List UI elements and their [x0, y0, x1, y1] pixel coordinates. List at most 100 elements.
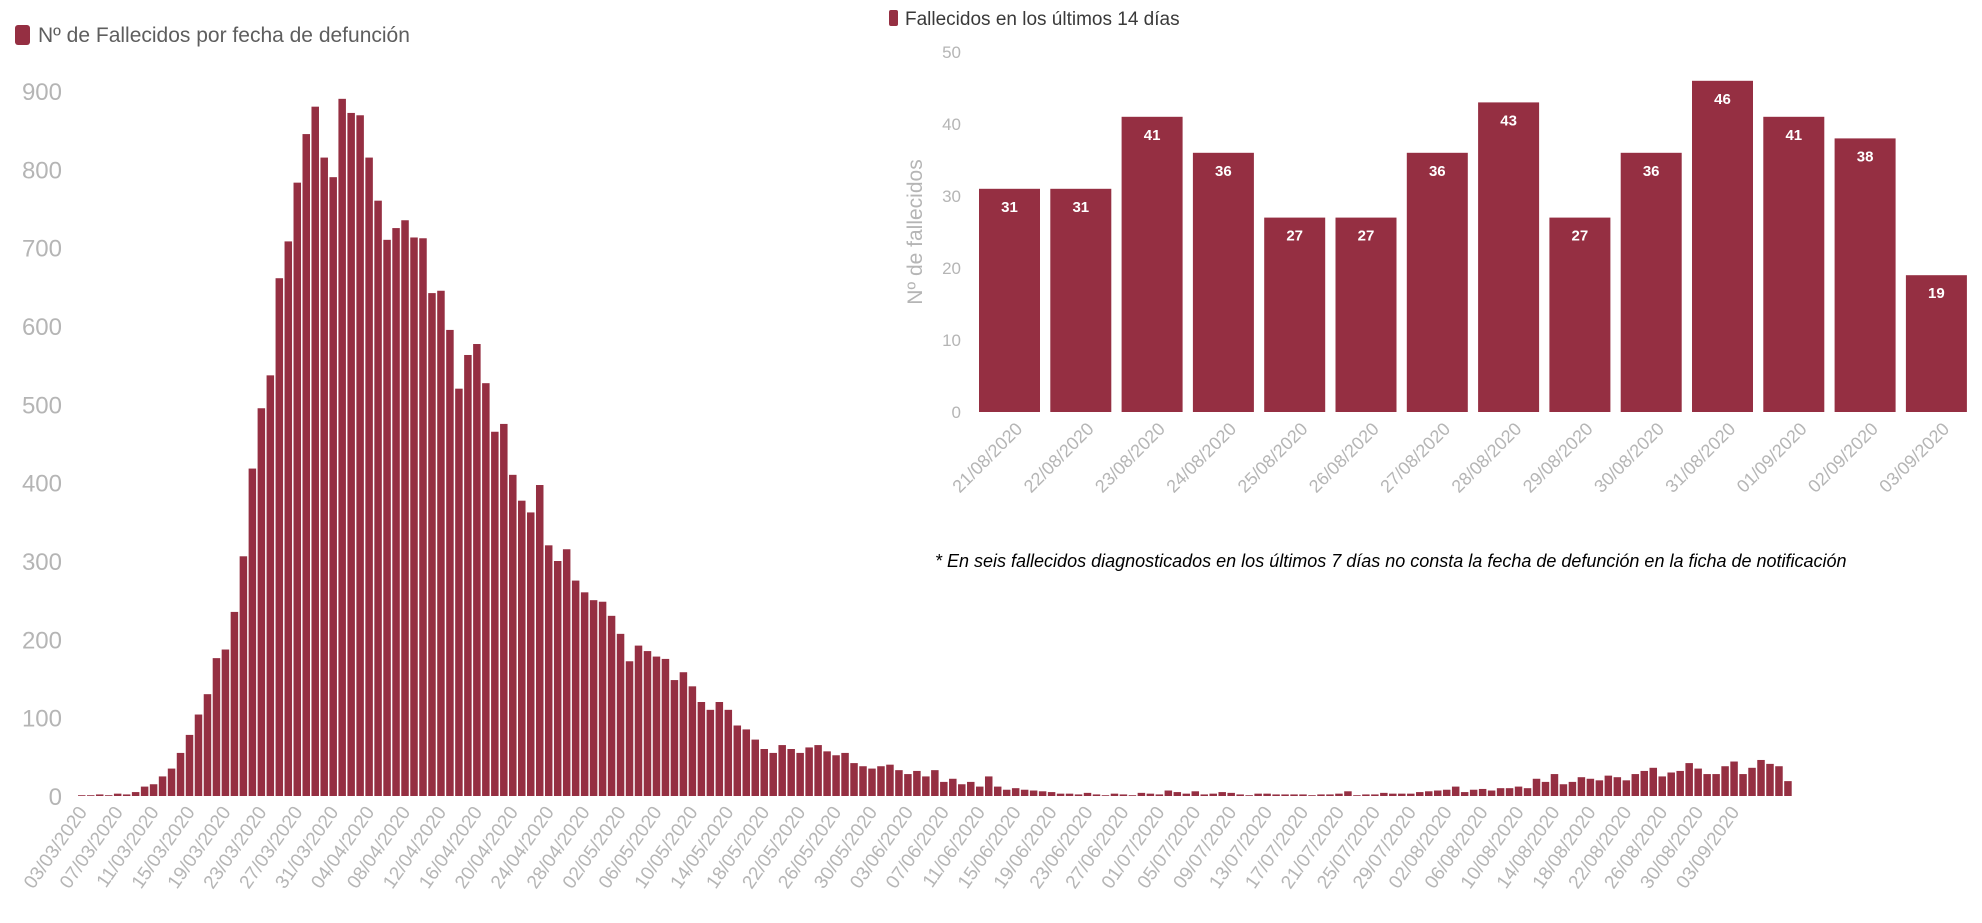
bar-daily-deaths [464, 354, 472, 796]
bar-daily-deaths [598, 601, 607, 796]
bar-daily-deaths [859, 766, 867, 796]
bar-daily-deaths [1137, 792, 1146, 796]
bar-daily-deaths [1335, 793, 1343, 796]
bar-value-label: 38 [1857, 148, 1874, 165]
bar-14-days [1335, 217, 1397, 412]
bar-daily-deaths [1362, 794, 1370, 796]
bar-daily-deaths [1371, 794, 1379, 796]
bar-daily-deaths [697, 702, 706, 796]
bar-daily-deaths [760, 749, 768, 796]
bar-daily-deaths [1748, 767, 1756, 796]
bar-daily-deaths [1308, 795, 1316, 796]
bar-daily-deaths [1451, 786, 1460, 796]
bar-daily-deaths [1640, 770, 1649, 796]
bar-daily-deaths [984, 776, 993, 796]
bar-daily-deaths [1272, 794, 1280, 796]
bar-daily-deaths [1317, 794, 1325, 796]
bar-daily-deaths [455, 388, 463, 796]
y-tick-label: 600 [22, 314, 62, 341]
bar-daily-deaths [877, 766, 885, 796]
bar-daily-deaths [1442, 789, 1451, 796]
bar-daily-deaths [1020, 789, 1029, 796]
bar-daily-deaths [167, 768, 176, 796]
legend-swatch-14-days [889, 10, 898, 26]
bar-daily-deaths [1595, 780, 1604, 796]
bar-daily-deaths [787, 749, 795, 796]
legend-label-daily: Nº de Fallecidos por fecha de defunción [38, 24, 410, 47]
bar-daily-deaths [293, 182, 302, 796]
bar-daily-deaths [392, 228, 400, 796]
bar-daily-deaths [1110, 793, 1119, 796]
bar-daily-deaths [1496, 788, 1505, 796]
bar-daily-deaths [1532, 778, 1541, 796]
bar-daily-deaths [850, 763, 858, 796]
bar-daily-deaths [958, 784, 966, 796]
bar-daily-deaths [104, 795, 113, 796]
y-tick-label: 100 [22, 706, 62, 733]
bar-14-days [1050, 188, 1112, 412]
bar-14-days [1121, 116, 1183, 413]
bar-daily-deaths [1047, 792, 1056, 796]
y-tick-label: 500 [22, 392, 62, 419]
bar-daily-deaths [544, 545, 553, 796]
bar-daily-deaths [1730, 761, 1738, 796]
x-tick-label: 03/09/2020 [1875, 419, 1953, 497]
bar-value-label: 27 [1358, 228, 1375, 245]
bar-daily-deaths [1029, 790, 1038, 796]
bar-daily-deaths [571, 580, 580, 796]
bar-daily-deaths [616, 633, 625, 796]
bar-daily-deaths [347, 112, 355, 797]
bar-daily-deaths [661, 658, 670, 796]
bar-daily-deaths [266, 375, 275, 796]
x-tick-label: 23/08/2020 [1091, 419, 1169, 497]
x-tick-label: 30/08/2020 [1590, 419, 1668, 497]
y-tick-label: 900 [22, 79, 62, 106]
bar-daily-deaths [509, 474, 517, 796]
bar-daily-deaths [895, 770, 903, 796]
bar-daily-deaths [518, 500, 526, 796]
bar-daily-deaths [122, 794, 131, 796]
bar-daily-deaths [1128, 795, 1137, 796]
bar-value-label: 27 [1286, 228, 1303, 245]
bar-daily-deaths [1245, 795, 1253, 796]
bar-daily-deaths [1568, 781, 1577, 796]
bar-value-label: 36 [1429, 163, 1446, 180]
bar-value-label: 43 [1500, 112, 1517, 129]
bar-daily-deaths [1766, 763, 1774, 796]
bar-14-days [1478, 102, 1540, 413]
bar-daily-deaths [437, 290, 445, 796]
y-tick-label: 20 [942, 259, 961, 278]
y-tick-label: 300 [22, 549, 62, 576]
bar-daily-deaths [1712, 774, 1720, 796]
legend-swatch-daily [15, 25, 30, 45]
bar-daily-deaths [1433, 790, 1442, 796]
bar-daily-deaths [553, 561, 562, 796]
bar-daily-deaths [993, 786, 1002, 796]
bar-daily-deaths [1631, 774, 1640, 796]
bar-daily-deaths [868, 768, 876, 796]
y-tick-label: 0 [952, 403, 961, 422]
bar-14-days [1549, 217, 1611, 412]
bar-daily-deaths [1586, 778, 1595, 796]
bar-daily-deaths [652, 656, 661, 796]
bar-daily-deaths [1685, 763, 1693, 796]
bar-daily-deaths [535, 485, 544, 796]
bar-daily-deaths [1613, 777, 1622, 796]
bar-14-days [979, 188, 1040, 412]
bar-daily-deaths [1469, 789, 1478, 796]
x-tick-label: 24/08/2020 [1162, 419, 1240, 497]
bar-daily-deaths [1514, 786, 1523, 796]
x-tick-label: 22/08/2020 [1020, 419, 1098, 497]
footnote-text: * En seis fallecidos diagnosticados en l… [935, 551, 1847, 571]
bar-14-days [1692, 80, 1753, 413]
bar-daily-deaths [275, 278, 284, 797]
bar-daily-deaths [1389, 793, 1397, 796]
bar-daily-deaths [78, 795, 86, 796]
bar-daily-deaths [1739, 774, 1747, 796]
bar-value-label: 31 [1001, 199, 1018, 216]
bar-daily-deaths [1236, 794, 1244, 796]
bar-daily-deaths [967, 781, 975, 796]
bar-daily-deaths [1191, 791, 1200, 796]
bar-daily-deaths [1757, 759, 1765, 796]
bar-value-label: 46 [1714, 91, 1731, 108]
